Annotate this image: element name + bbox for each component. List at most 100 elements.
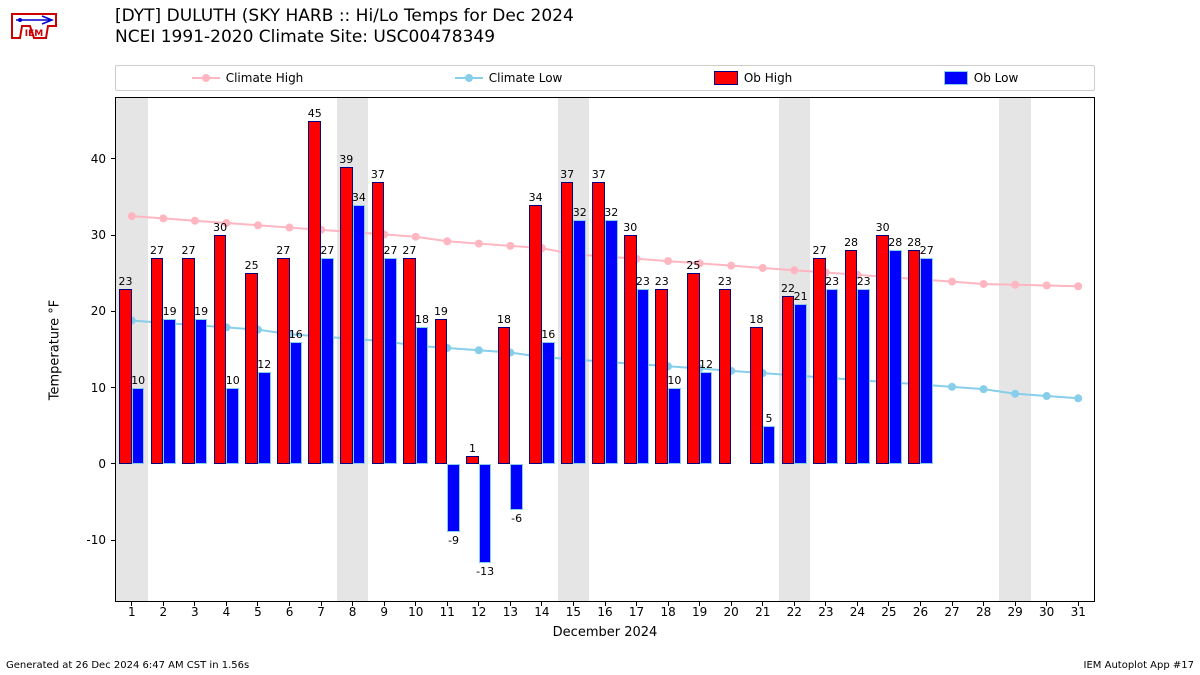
iem-logo: IEM — [6, 6, 62, 46]
bar-ob-low — [353, 205, 366, 464]
bar-ob-high — [182, 258, 195, 464]
bar-ob-high — [687, 273, 700, 464]
chart-title: [DYT] DULUTH (SKY HARB :: Hi/Lo Temps fo… — [115, 6, 574, 49]
bar-label-low: 18 — [415, 313, 429, 326]
bar-label-high: 27 — [150, 244, 164, 257]
climate-high-line-marker — [1043, 281, 1051, 289]
x-tick: 15 — [566, 605, 581, 619]
bar-label-low: 10 — [131, 374, 145, 387]
bar-ob-low — [920, 258, 933, 464]
bar-label-low: 10 — [667, 374, 681, 387]
bar-label-high: 30 — [623, 221, 637, 234]
climate-high-line-marker — [664, 257, 672, 265]
x-tick: 6 — [286, 605, 294, 619]
climate-high-line-marker — [286, 224, 294, 232]
x-tick: 18 — [660, 605, 675, 619]
bar-label-low: -6 — [511, 512, 522, 525]
bar-ob-low — [605, 220, 618, 464]
bar-label-high: 37 — [371, 168, 385, 181]
x-tick: 31 — [1071, 605, 1086, 619]
climate-high-line-marker — [948, 278, 956, 286]
x-tick: 21 — [755, 605, 770, 619]
bar-ob-low — [163, 319, 176, 464]
bar-label-low: 34 — [352, 191, 366, 204]
bar-label-low: 19 — [163, 305, 177, 318]
y-axis-label: Temperature °F — [48, 300, 63, 400]
footer-generated: Generated at 26 Dec 2024 6:47 AM CST in … — [6, 660, 249, 671]
climate-high-line-marker — [980, 280, 988, 288]
legend-climate-high: Climate High — [192, 71, 304, 85]
y-tick: 20 — [91, 304, 106, 318]
bar-label-high: 39 — [339, 153, 353, 166]
bar-ob-low — [668, 388, 681, 464]
bar-label-high: 23 — [655, 275, 669, 288]
legend: Climate High Climate Low Ob High Ob Low — [115, 65, 1095, 91]
bar-ob-low — [763, 426, 776, 464]
bar-ob-low — [794, 304, 807, 464]
x-tick: 25 — [881, 605, 896, 619]
bar-ob-high — [403, 258, 416, 464]
climate-high-line-marker — [1074, 282, 1082, 290]
bar-label-low: 16 — [289, 328, 303, 341]
x-tick: 28 — [976, 605, 991, 619]
bar-label-low: 12 — [257, 358, 271, 371]
bar-label-low: -9 — [448, 534, 459, 547]
climate-high-line-marker — [443, 237, 451, 245]
bar-ob-low — [447, 464, 460, 533]
bar-label-high: 18 — [497, 313, 511, 326]
x-tick: 12 — [471, 605, 486, 619]
x-tick: 16 — [597, 605, 612, 619]
bar-ob-high — [308, 121, 321, 464]
bar-ob-high — [277, 258, 290, 464]
bar-label-high: 30 — [213, 221, 227, 234]
bar-ob-high — [592, 182, 605, 464]
bar-label-low: 23 — [636, 275, 650, 288]
bar-ob-low — [258, 372, 271, 463]
bar-ob-low — [857, 289, 870, 464]
y-tick: 30 — [91, 228, 106, 242]
bar-label-high: 25 — [245, 259, 259, 272]
bar-ob-low — [290, 342, 303, 464]
bar-label-high: 30 — [876, 221, 890, 234]
bar-label-high: 1 — [469, 442, 476, 455]
y-tick: -10 — [86, 533, 106, 547]
bar-label-low: 16 — [541, 328, 555, 341]
bar-ob-high — [655, 289, 668, 464]
bar-label-high: 25 — [686, 259, 700, 272]
bar-label-high: 37 — [560, 168, 574, 181]
weekend-band — [999, 98, 1031, 601]
bar-label-high: 45 — [308, 107, 322, 120]
x-tick: 8 — [349, 605, 357, 619]
bar-ob-low — [573, 220, 586, 464]
bar-label-low: -13 — [476, 565, 494, 578]
climate-high-line-marker — [412, 233, 420, 241]
bar-ob-high — [498, 327, 511, 464]
x-tick: 30 — [1039, 605, 1054, 619]
x-tick: 26 — [913, 605, 928, 619]
climate-low-line-marker — [980, 385, 988, 393]
bar-label-high: 23 — [118, 275, 132, 288]
bar-ob-low — [542, 342, 555, 464]
bar-label-low: 32 — [604, 206, 618, 219]
bar-ob-low — [889, 250, 902, 463]
bar-ob-high — [340, 167, 353, 464]
x-tick: 1 — [128, 605, 136, 619]
climate-high-line-marker — [159, 214, 167, 222]
bar-ob-high — [119, 289, 132, 464]
plot-area: 1234567891011121314151617181920212223242… — [115, 97, 1095, 602]
bar-ob-high — [782, 296, 795, 464]
bar-ob-high — [245, 273, 258, 464]
bar-ob-low — [510, 464, 523, 510]
bar-label-high: 23 — [718, 275, 732, 288]
bar-ob-high — [372, 182, 385, 464]
legend-ob-high: Ob High — [714, 71, 792, 85]
bar-label-low: 23 — [825, 275, 839, 288]
bar-ob-high — [435, 319, 448, 464]
bar-label-high: 34 — [529, 191, 543, 204]
bar-ob-low — [226, 388, 239, 464]
bar-ob-high — [876, 235, 889, 464]
bar-label-low: 5 — [766, 412, 773, 425]
bar-label-low: 27 — [920, 244, 934, 257]
legend-ob-low: Ob Low — [944, 71, 1019, 85]
climate-low-line-marker — [1074, 394, 1082, 402]
